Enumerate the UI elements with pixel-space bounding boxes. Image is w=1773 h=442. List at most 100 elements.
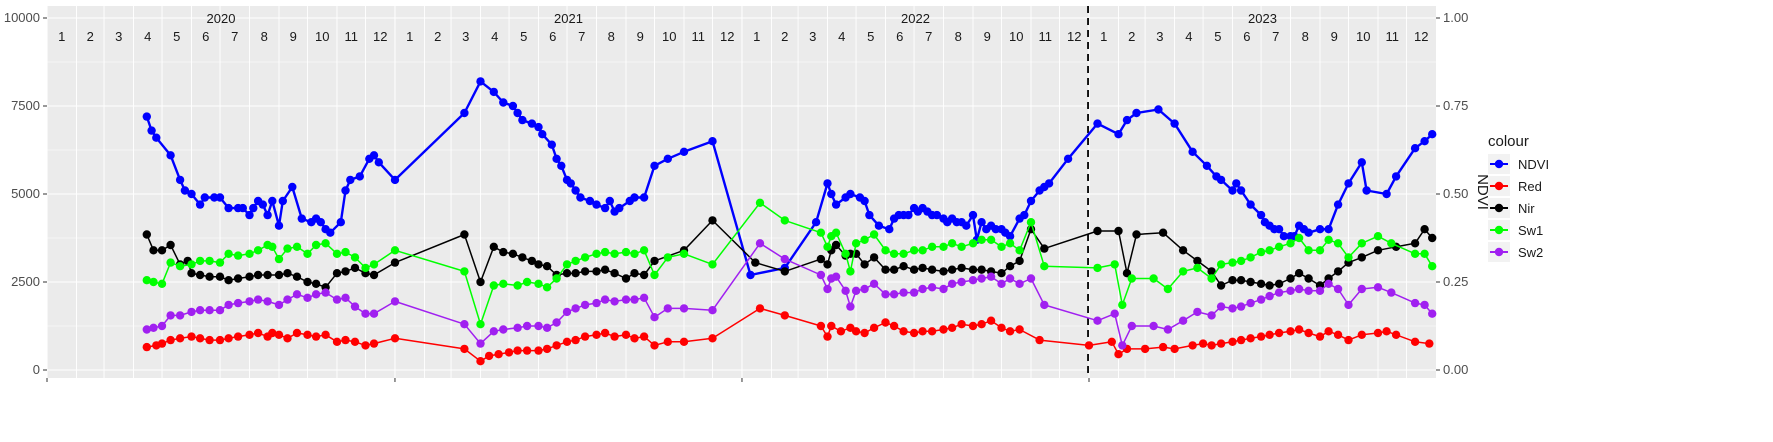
data-point-ndvi	[249, 203, 258, 213]
data-point-sw1	[205, 256, 214, 266]
legend-key-point	[1494, 159, 1504, 169]
data-point-sw2	[552, 318, 561, 327]
data-point-sw1	[552, 274, 561, 283]
data-point-sw1	[283, 244, 292, 253]
data-point-sw2	[157, 321, 167, 331]
data-point-sw1	[780, 216, 789, 225]
data-point-sw1	[303, 249, 312, 258]
data-point-sw1	[245, 249, 254, 258]
month-label: 10	[662, 29, 676, 44]
data-point-sw1	[460, 267, 469, 276]
series-ndvi	[142, 77, 1437, 280]
data-point-ndvi	[552, 154, 561, 163]
data-point-ndvi	[566, 179, 575, 188]
data-point-ndvi	[968, 210, 978, 220]
data-point-sw1	[350, 253, 360, 262]
data-point-nir	[869, 253, 879, 262]
data-point-sw2	[1304, 286, 1313, 295]
data-point-nir	[831, 240, 841, 250]
data-point-sw1	[909, 246, 919, 255]
data-point-sw2	[332, 295, 342, 304]
data-point-nir	[1114, 226, 1123, 236]
data-point-ndvi	[1063, 154, 1073, 163]
data-point-red	[274, 330, 284, 339]
data-point-red	[1425, 339, 1434, 348]
data-point-ndvi	[508, 101, 518, 111]
data-point-sw2	[1357, 284, 1367, 294]
data-point-red	[881, 318, 890, 327]
data-point-sw2	[303, 293, 312, 302]
data-point-sw1	[1304, 246, 1313, 255]
data-point-sw1	[841, 249, 850, 258]
legend-label: Red	[1518, 179, 1542, 194]
data-point-sw1	[175, 262, 185, 271]
data-point-ndvi	[1333, 200, 1343, 209]
month-label: 9	[984, 29, 991, 44]
data-point-nir	[1428, 233, 1437, 243]
data-point-sw2	[816, 270, 826, 280]
legend-key-point	[1494, 247, 1504, 257]
data-point-ndvi	[268, 196, 277, 206]
data-point-sw2	[292, 290, 302, 299]
data-point-nir	[927, 265, 937, 274]
data-point-nir	[253, 270, 263, 280]
data-point-ndvi	[152, 133, 161, 142]
month-label: 2	[434, 29, 441, 44]
data-point-sw2	[997, 279, 1006, 288]
year-label: 2022	[901, 11, 930, 26]
legend-label: Sw2	[1518, 245, 1543, 260]
data-point-ndvi	[297, 214, 306, 223]
data-point-sw2	[1373, 283, 1383, 292]
data-point-ndvi	[932, 210, 942, 220]
right-axis-tick-label: 0.75	[1443, 98, 1468, 113]
data-point-ndvi	[571, 186, 580, 195]
data-point-red	[1294, 325, 1304, 334]
data-point-ndvi	[1362, 186, 1371, 195]
data-point-ndvi	[1428, 130, 1437, 139]
data-point-sw2	[869, 279, 879, 288]
data-point-sw1	[253, 246, 263, 255]
data-point-ndvi	[1026, 196, 1036, 206]
data-point-ndvi	[1202, 161, 1212, 170]
data-point-red	[816, 321, 826, 331]
data-point-sw2	[968, 276, 978, 285]
data-point-ndvi	[615, 203, 624, 213]
data-point-sw2	[341, 293, 350, 302]
data-point-sw1	[1216, 260, 1226, 269]
data-point-red	[580, 332, 590, 341]
data-point-sw1	[927, 242, 937, 251]
data-point-sw2	[986, 272, 996, 281]
data-point-nir	[823, 260, 832, 269]
data-point-sw1	[187, 260, 196, 269]
left-axis-tick-label: 10000	[4, 10, 40, 25]
data-point-sw1	[1005, 239, 1015, 248]
data-point-nir	[534, 260, 543, 269]
data-point-sw1	[1256, 247, 1266, 257]
data-point-nir	[571, 269, 580, 278]
data-point-red	[245, 330, 254, 339]
data-point-red	[1410, 337, 1420, 346]
data-point-sw2	[534, 321, 543, 331]
data-point-sw1	[1236, 256, 1246, 266]
data-point-ndvi	[460, 108, 469, 118]
month-label: 6	[1243, 29, 1250, 44]
data-point-ndvi	[605, 196, 614, 206]
data-point-sw2	[460, 320, 469, 329]
month-label: 1	[58, 29, 65, 44]
data-point-ndvi	[1274, 225, 1284, 234]
series-line-red	[146, 307, 1430, 362]
series-nir	[142, 216, 1437, 292]
data-point-sw2	[369, 309, 379, 318]
data-point-red	[1228, 337, 1237, 346]
month-label: 10	[1356, 29, 1370, 44]
month-label: 4	[491, 29, 498, 44]
data-point-ndvi	[1391, 172, 1401, 181]
data-point-sw1	[621, 247, 631, 257]
data-point-red	[1140, 344, 1150, 354]
data-point-sw1	[600, 247, 610, 257]
month-label: 5	[1214, 29, 1221, 44]
data-point-sw1	[341, 247, 350, 257]
data-point-nir	[233, 274, 243, 283]
data-point-nir	[1093, 226, 1102, 236]
